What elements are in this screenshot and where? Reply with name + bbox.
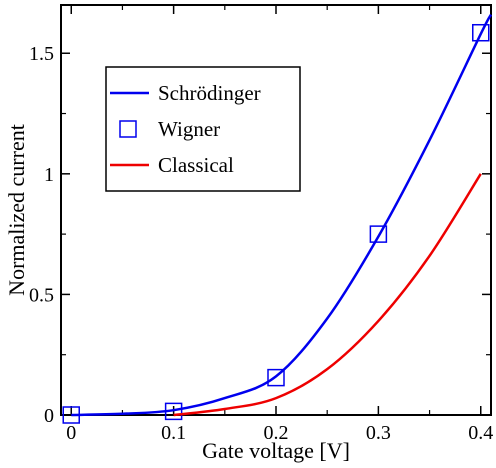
series-line-2 xyxy=(173,173,482,417)
legend: Schrödinger Wigner Classical xyxy=(105,66,301,192)
wigner-marker xyxy=(369,225,388,243)
legend-label-wigner: Wigner xyxy=(158,117,220,141)
legend-box xyxy=(105,66,301,192)
legend-swatch-wigner xyxy=(119,120,137,138)
legend-label-schrodinger: Schrödinger xyxy=(158,81,261,105)
y-tick-label: 1.5 xyxy=(29,43,54,65)
wigner-marker xyxy=(62,406,80,424)
axis-ticks xyxy=(61,5,491,416)
y-axis-label: Normalized current xyxy=(4,124,29,296)
y-tick-label: 0 xyxy=(44,405,54,427)
axis-tick-labels: 0 0.1 0.2 0.3 0.4 0 0.5 1 1.5 xyxy=(29,43,493,444)
series-layer xyxy=(62,14,493,424)
x-tick-label: 0.4 xyxy=(468,422,493,444)
x-tick-label: 0 xyxy=(66,422,76,444)
wigner-marker xyxy=(267,368,285,387)
series-line-0 xyxy=(71,14,493,417)
y-tick-label: 1 xyxy=(44,164,54,186)
x-tick-label: 0.3 xyxy=(366,422,391,444)
x-axis-label: Gate voltage [V] xyxy=(202,438,350,463)
x-tick-label: 0.2 xyxy=(264,422,289,444)
x-tick-label: 0.1 xyxy=(161,422,186,444)
wigner-marker xyxy=(164,402,183,421)
y-tick-label: 0.5 xyxy=(29,284,54,306)
wigner-marker xyxy=(472,23,490,42)
legend-label-classical: Classical xyxy=(158,153,234,177)
